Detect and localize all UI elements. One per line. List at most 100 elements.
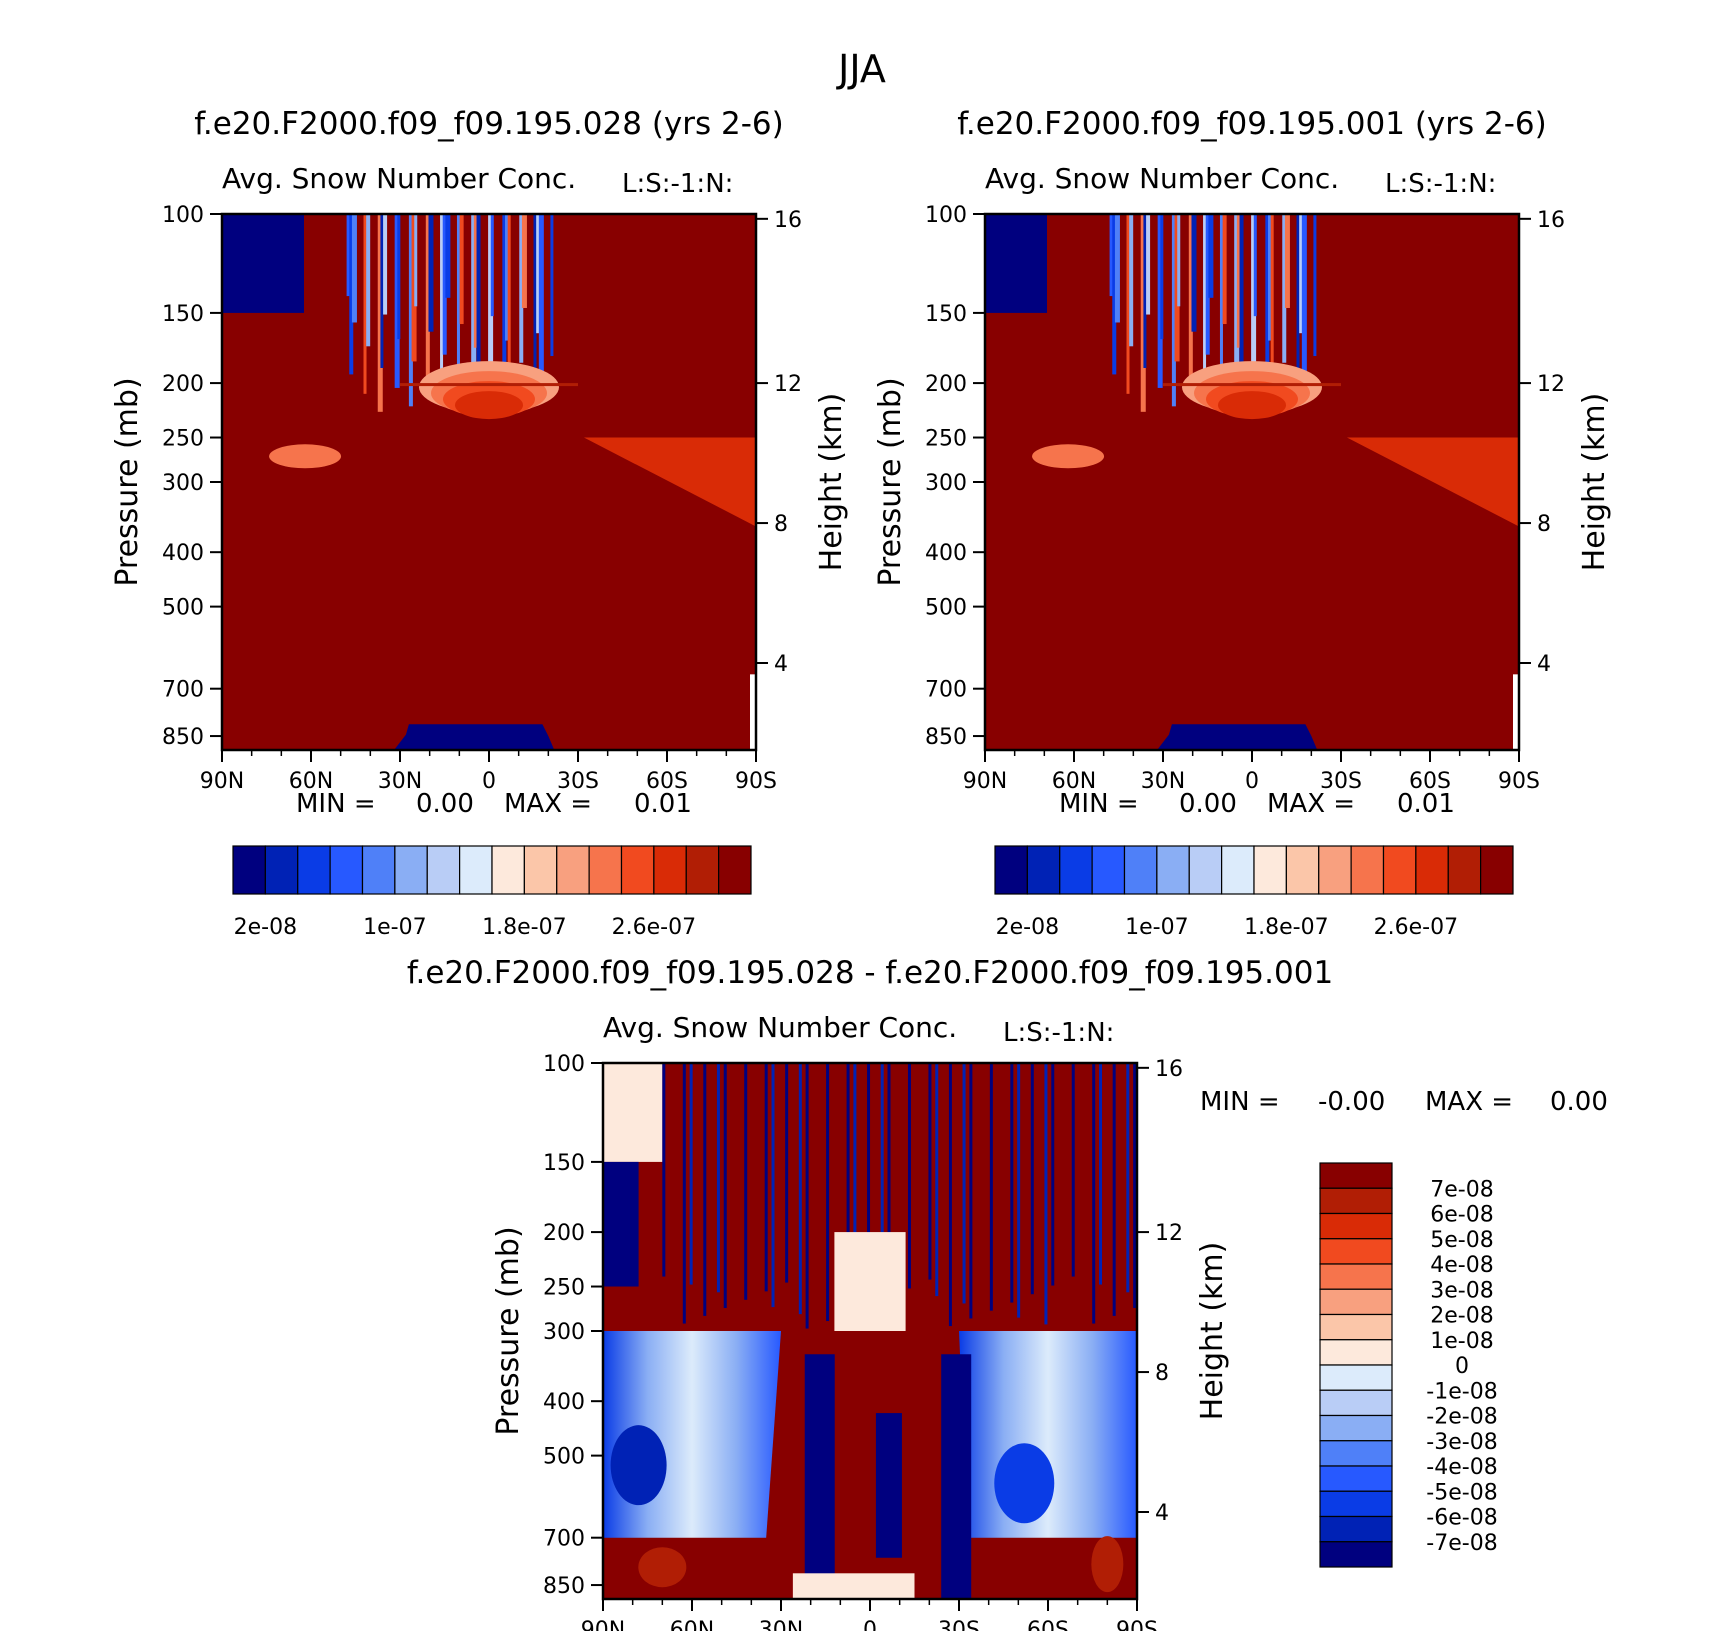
- colorbar-swatch: [1447, 845, 1482, 895]
- contour-streak: [445, 214, 451, 298]
- x-tick-label: 30S: [557, 769, 599, 794]
- y-right-tick-label: 16: [774, 208, 802, 233]
- colorbar-swatch: [1319, 1414, 1393, 1442]
- colorbar-swatch: [459, 845, 493, 895]
- contour-streak: [550, 214, 554, 357]
- panel-title: f.e20.F2000.f09_f09.195.028 - f.e20.F200…: [407, 955, 1333, 991]
- contour-streak: [519, 214, 524, 363]
- contour-streak: [1017, 1063, 1021, 1318]
- contour-streak: [757, 1063, 761, 1330]
- contour-streak: [476, 214, 481, 413]
- contour-streak: [778, 1063, 782, 1322]
- y-right-tick-label: 12: [1537, 372, 1565, 397]
- contour-streak: [887, 1063, 891, 1298]
- x-tick-label: 0: [482, 769, 496, 794]
- contour-pocket: [610, 1425, 667, 1506]
- max-label: MAX =: [504, 789, 592, 819]
- level-tag: L:S:-1:N:: [622, 169, 733, 199]
- contour-streak: [1140, 214, 1146, 412]
- contour-streak: [812, 1063, 816, 1291]
- contour-streak: [456, 214, 460, 376]
- colorbar-swatch: [1188, 845, 1223, 895]
- contour-streak: [1037, 1063, 1041, 1310]
- y-right-tick-label: 8: [1155, 1361, 1169, 1386]
- contour-streak: [682, 1063, 686, 1324]
- x-tick-label: 60N: [1052, 769, 1096, 794]
- contour-streak: [380, 214, 384, 368]
- y-tick-label: 300: [925, 471, 967, 496]
- x-tick-label: 30N: [378, 769, 422, 794]
- y-tick-label: 200: [162, 372, 204, 397]
- contour-streak: [1129, 214, 1134, 347]
- colorbar-label: 2e-08: [996, 915, 1059, 940]
- y-right-tick-label: 4: [774, 652, 788, 677]
- y-right-tick-label: 12: [774, 372, 802, 397]
- contour-cold-block: [985, 214, 1047, 313]
- contour-streak: [363, 214, 367, 394]
- contour-streak: [853, 1063, 857, 1328]
- colorbar-swatch: [232, 845, 266, 895]
- contour-streak: [490, 214, 494, 317]
- colorbar-label: 1e-07: [1125, 915, 1188, 940]
- contour-streak: [1174, 214, 1180, 362]
- colorbar-label: 0: [1455, 1354, 1469, 1379]
- contour-block: [603, 1161, 639, 1287]
- x-tick-label: 90S: [735, 769, 777, 794]
- contour-streak: [846, 1063, 850, 1314]
- contour-streak: [411, 214, 417, 362]
- colorbar-label: -7e-08: [1426, 1531, 1497, 1556]
- colorbar-swatch: [1285, 845, 1320, 895]
- min-label: MIN =: [296, 789, 376, 819]
- colorbar-label: 6e-08: [1430, 1203, 1493, 1228]
- contour-streak: [1177, 214, 1181, 307]
- y-right-tick-label: 16: [1537, 208, 1565, 233]
- y-tick-label: 400: [543, 1390, 585, 1415]
- colorbar-label: 5e-08: [1430, 1228, 1493, 1253]
- y-right-tick-label: 8: [1537, 512, 1551, 537]
- contour-streak: [349, 214, 354, 375]
- y-tick-label: 700: [925, 678, 967, 703]
- y-tick-label: 100: [162, 203, 204, 228]
- contour-streak: [894, 1063, 898, 1313]
- contour-streak: [1191, 214, 1197, 332]
- contour-streak: [976, 1063, 980, 1279]
- colorbar-swatch: [653, 845, 687, 895]
- y-right-tick-label: 8: [774, 512, 788, 537]
- contour-streak: [505, 214, 511, 341]
- contour-column: [804, 1354, 835, 1599]
- x-tick-label: 30S: [938, 1618, 980, 1631]
- colorbar-swatch: [1059, 845, 1093, 895]
- y-tick-label: 250: [925, 427, 967, 452]
- contour-streak: [914, 1063, 918, 1305]
- colorbar-swatch: [491, 845, 525, 895]
- contour-wedge: [583, 437, 756, 527]
- colorbar-label: -1e-08: [1426, 1379, 1497, 1404]
- contour-streak: [744, 1063, 748, 1300]
- y-tick-label: 850: [925, 725, 967, 750]
- contour-streak: [1071, 1063, 1075, 1277]
- panel-left: f.e20.F2000.f09_f09.195.028 (yrs 2-6) Avg…: [110, 106, 849, 940]
- colorbar-label: 1.8e-07: [1244, 915, 1328, 940]
- contour-block: [603, 1063, 663, 1162]
- y-tick-label: 250: [162, 427, 204, 452]
- colorbar-swatch: [329, 845, 364, 895]
- colorbar-swatch: [1319, 1339, 1393, 1366]
- contour-wedge: [1346, 437, 1519, 527]
- contour-streak: [1299, 214, 1304, 334]
- max-value: 0.00: [1550, 1087, 1608, 1117]
- colorbar: 2e-08 1e-07 1.8e-07 2.6e-07: [232, 845, 752, 940]
- contour-streak: [1030, 1063, 1034, 1295]
- contour-streak: [785, 1063, 789, 1283]
- x-tick-label: 0: [863, 1618, 877, 1631]
- contour-streak: [1205, 214, 1210, 355]
- contour-streak: [839, 1063, 843, 1298]
- colorbar: 7e-086e-085e-084e-083e-082e-081e-080-1e-…: [1319, 1162, 1498, 1568]
- contour-streak: [425, 214, 430, 382]
- max-label: MAX =: [1425, 1087, 1513, 1117]
- contour-streak: [1160, 214, 1164, 340]
- contour-streak: [873, 1063, 877, 1321]
- x-tick-label: 60S: [646, 769, 688, 794]
- colorbar-label: 2e-08: [234, 915, 297, 940]
- contour-streak: [867, 1063, 871, 1306]
